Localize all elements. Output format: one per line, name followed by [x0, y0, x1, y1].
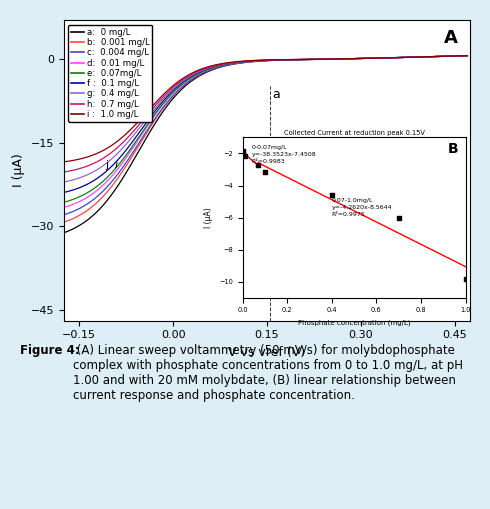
Point	[261, 168, 269, 176]
Text: j: j	[106, 160, 109, 169]
Point	[254, 161, 262, 169]
Point	[239, 147, 246, 155]
Text: Figure 4:: Figure 4:	[20, 344, 79, 357]
Point	[328, 191, 336, 199]
Text: (A) Linear sweep voltammetry (50 mV/s) for molybdophosphate complex with phospha: (A) Linear sweep voltammetry (50 mV/s) f…	[74, 344, 464, 402]
Text: A: A	[444, 30, 458, 47]
Text: 0-0.07mg/L
y=-38.3523x-7.4508
R²=0.9983: 0-0.07mg/L y=-38.3523x-7.4508 R²=0.9983	[251, 146, 316, 164]
Text: a: a	[272, 88, 280, 101]
X-axis label: V vs vref (V): V vs vref (V)	[228, 346, 306, 359]
Text: B: B	[448, 142, 459, 156]
Point	[240, 149, 247, 157]
Legend: a:  0 mg/L, b:  0.001 mg/L, c:  0.004 mg/L, d:  0.01 mg/L, e:  0.07mg/L, f :  0.: a: 0 mg/L, b: 0.001 mg/L, c: 0.004 mg/L,…	[68, 24, 152, 122]
Title: Collected Current at reduction peak 0.15V: Collected Current at reduction peak 0.15…	[284, 130, 424, 136]
X-axis label: Phosphate concentration (mg/L): Phosphate concentration (mg/L)	[298, 319, 410, 326]
Text: 0.07-1.0mg/L
y=-4.2620x-8.5644
R²=0.9975: 0.07-1.0mg/L y=-4.2620x-8.5644 R²=0.9975	[332, 199, 392, 216]
Point	[241, 152, 249, 160]
Point	[394, 214, 402, 222]
Y-axis label: I (μA): I (μA)	[204, 207, 214, 228]
Y-axis label: I (μA): I (μA)	[12, 154, 25, 187]
Point	[462, 274, 469, 282]
Text: i: i	[115, 160, 118, 169]
